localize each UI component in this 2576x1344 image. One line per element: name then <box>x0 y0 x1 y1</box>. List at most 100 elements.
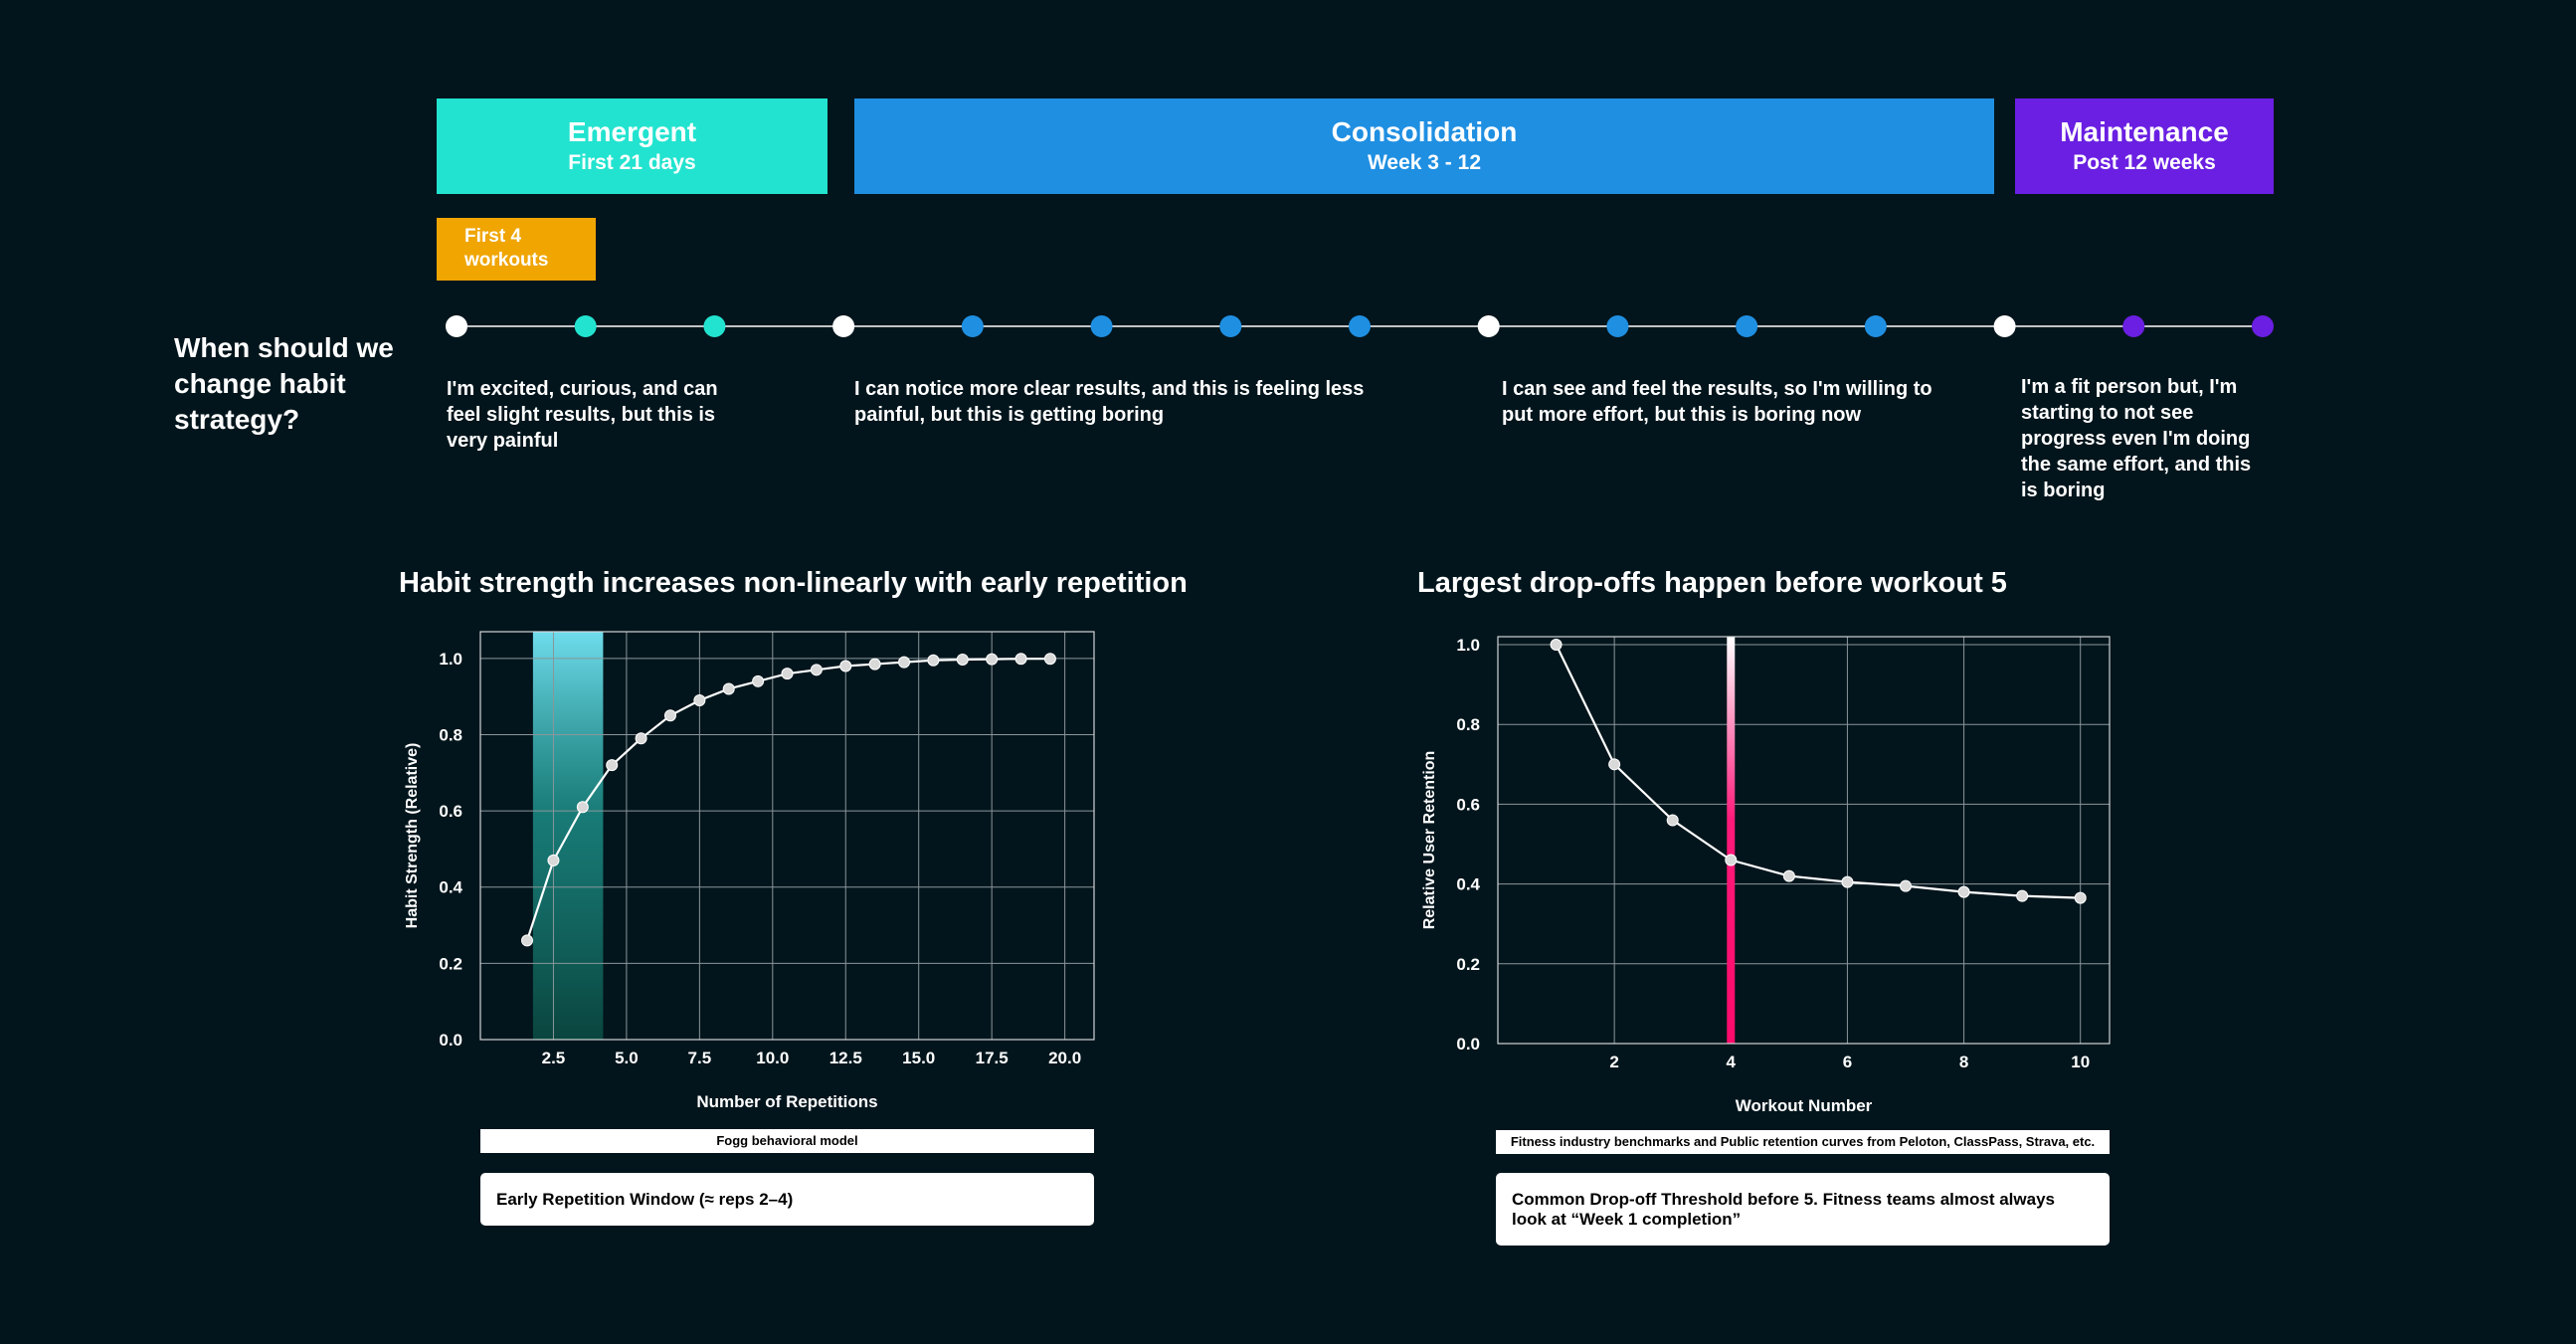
y-tick-label: 0.2 <box>1456 955 1480 974</box>
x-tick-label: 6 <box>1843 1053 1852 1071</box>
timeline <box>446 315 2274 337</box>
chart2-plot: 2 4 6 8 10 0.0 0.2 0.4 0.6 0.8 1.0 Workout Number Re… <box>1421 636 2111 1114</box>
data-point <box>1900 879 1912 892</box>
data-point <box>547 854 560 866</box>
timeline-dot <box>832 315 855 337</box>
description-emergent: I'm excited, curious, and can feel sligh… <box>447 378 718 452</box>
plot-frame <box>479 631 1095 1041</box>
chart1-plot: 2.5 5.0 7.5 10.0 12.5 15.0 17.5 20.0 0.0 0.2 0.4 0.… <box>404 631 1095 1111</box>
x-tick-label: 4 <box>1727 1053 1737 1071</box>
data-point <box>1608 758 1621 771</box>
data-point <box>663 709 676 722</box>
timeline-dot <box>1477 315 1500 337</box>
data-point <box>722 682 735 695</box>
plot-frame <box>1497 636 2111 1045</box>
x-tick-label: 8 <box>1959 1053 1968 1071</box>
phase-subtitle: First 21 days <box>568 151 696 174</box>
data-point <box>781 668 794 680</box>
data-point <box>635 732 647 745</box>
timeline-dot <box>1090 315 1113 337</box>
x-tick-label: 12.5 <box>829 1049 862 1067</box>
phase-name: Emergent <box>567 116 697 147</box>
timeline-dot <box>2252 315 2274 337</box>
data-point <box>1014 653 1027 666</box>
data-point <box>606 759 619 772</box>
x-tick-label: 2 <box>1609 1053 1618 1071</box>
description-consolidation: I can notice more clear results, and thi… <box>854 378 1365 426</box>
chart2-source: Fitness industry benchmarks and Public r… <box>1496 1130 2110 1154</box>
data-point <box>1043 653 1056 666</box>
data-point <box>1550 639 1563 652</box>
y-tick-label: 0.4 <box>439 878 462 897</box>
data-point <box>521 934 534 947</box>
x-tick-label: 7.5 <box>688 1049 712 1067</box>
y-tick-label: 0.8 <box>439 725 462 744</box>
x-tick-label: 15.0 <box>902 1049 935 1067</box>
phase-emergent: Emergent First 21 days <box>437 98 828 194</box>
y-tick-label: 0.0 <box>1456 1035 1480 1054</box>
threshold-line <box>1727 637 1736 1044</box>
timeline-dot <box>446 315 467 337</box>
chart1-title: Habit strength increases non-linearly wi… <box>399 567 1188 599</box>
phase-maintenance: Maintenance Post 12 weeks <box>2015 98 2274 194</box>
phase-name: Maintenance <box>2060 116 2229 147</box>
series-line <box>1555 644 2081 899</box>
description-late-consolidation: I can see and feel the results, so I'm w… <box>1502 378 1932 426</box>
data-point <box>956 653 969 666</box>
data-point <box>1957 885 1970 898</box>
y-tick-label: 1.0 <box>1456 636 1480 655</box>
x-tick-label: 10.0 <box>756 1049 789 1067</box>
data-point <box>2074 891 2087 904</box>
timeline-dot <box>2122 315 2145 337</box>
y-tick-label: 1.0 <box>439 650 462 669</box>
data-point <box>898 656 911 669</box>
y-tick-label: 0.6 <box>439 802 462 821</box>
data-point <box>576 801 589 814</box>
phase-subtitle: Post 12 weeks <box>2073 151 2216 174</box>
timeline-dot <box>574 315 597 337</box>
timeline-dot <box>961 315 984 337</box>
series-line <box>525 658 1050 941</box>
data-point <box>839 660 852 672</box>
data-point <box>1666 814 1679 827</box>
data-point <box>1782 869 1795 882</box>
data-point <box>927 654 940 667</box>
chart2-title: Largest drop-offs happen before workout … <box>1417 567 2007 599</box>
y-axis-label: Habit Strength (Relative) <box>404 743 421 929</box>
x-axis-label: Number of Repetitions <box>696 1092 877 1111</box>
data-point <box>1725 854 1738 866</box>
timeline-dot <box>1349 315 1371 337</box>
phase-consolidation: Consolidation Week 3 - 12 <box>854 98 1994 194</box>
strategy-question: When should we change habit strategy? <box>174 332 394 435</box>
y-tick-label: 0.4 <box>1456 875 1480 894</box>
timeline-dot <box>1864 315 1887 337</box>
data-point <box>868 658 881 671</box>
data-point <box>1841 875 1854 888</box>
x-tick-label: 2.5 <box>542 1049 566 1067</box>
y-axis-label: Relative User Retention <box>1421 751 1438 930</box>
phase-subtitle: Week 3 - 12 <box>1367 151 1481 174</box>
chart1-source: Fogg behavioral model <box>480 1129 1094 1153</box>
y-tick-label: 0.0 <box>439 1031 462 1050</box>
data-point <box>810 664 823 676</box>
description-maintenance: I'm a fit person but, I'm starting to no… <box>2021 376 2252 501</box>
y-tick-label: 0.2 <box>439 954 462 973</box>
timeline-dot <box>1736 315 1758 337</box>
data-point <box>693 693 706 706</box>
phase-name: Consolidation <box>1331 116 1518 147</box>
chart2-threshold-note: Common Drop-off Threshold before 5. Fitn… <box>1496 1173 2110 1246</box>
x-tick-label: 17.5 <box>976 1049 1009 1067</box>
first-workouts-tag: First 4 workouts <box>437 218 596 281</box>
data-point <box>986 653 999 666</box>
data-point <box>752 674 765 687</box>
data-point <box>2016 889 2029 902</box>
x-tick-label: 10 <box>2071 1053 2090 1071</box>
y-tick-label: 0.8 <box>1456 715 1480 734</box>
timeline-dot <box>1219 315 1242 337</box>
timeline-dot <box>703 315 726 337</box>
timeline-dot <box>1993 315 2016 337</box>
chart1-highlight-note: Early Repetition Window (≈ reps 2–4) <box>480 1173 1094 1226</box>
x-axis-label: Workout Number <box>1736 1096 1873 1114</box>
x-tick-label: 20.0 <box>1048 1049 1081 1067</box>
y-tick-label: 0.6 <box>1456 795 1480 814</box>
